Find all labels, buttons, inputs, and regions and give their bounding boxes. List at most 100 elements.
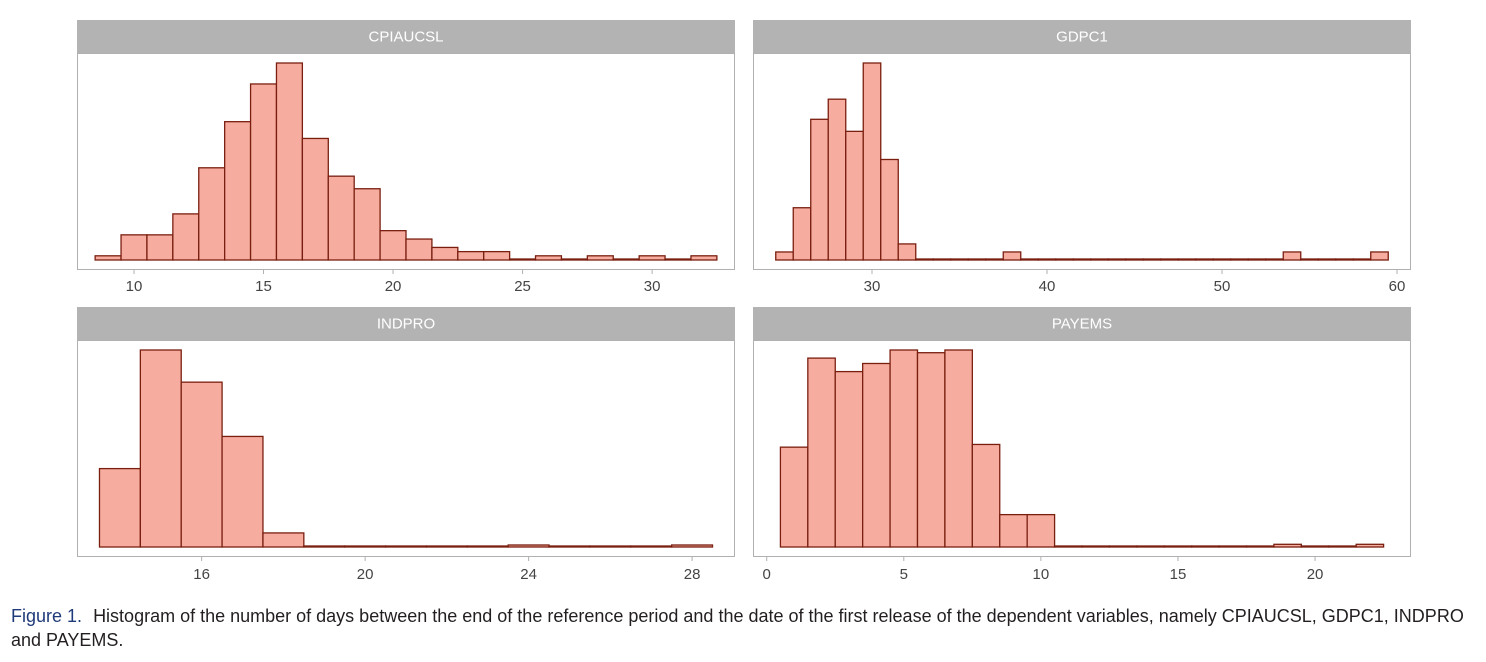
payems-bar	[1026, 513, 1056, 548]
cpiaucsl-bar	[508, 258, 537, 261]
gdpc1-bar	[1300, 258, 1319, 261]
indpro-tick-label: 16	[193, 566, 210, 583]
gdpc1-tick-label: 30	[864, 278, 881, 295]
gdpc1-bar	[1055, 258, 1074, 261]
gdpc1-bar	[1125, 258, 1144, 261]
indpro-bar	[548, 545, 591, 548]
cpiaucsl-bar	[172, 213, 200, 261]
payems-tick-label: 20	[1307, 566, 1324, 583]
cpiaucsl-bar	[146, 234, 174, 261]
payems-tick-label: 0	[763, 566, 771, 583]
cpiaucsl-bar	[664, 258, 692, 261]
cpiaucsl-bar	[94, 255, 122, 261]
gdpc1-bar	[1335, 258, 1354, 261]
figure-caption: Figure 1. Histogram of the number of day…	[11, 604, 1481, 652]
cpiaucsl-bar	[457, 250, 485, 261]
indpro-bar	[180, 381, 223, 548]
indpro-bar	[507, 544, 550, 548]
payems-bar	[944, 349, 973, 548]
gdpc1-bar	[1370, 251, 1389, 261]
cpiaucsl-bar	[301, 137, 329, 261]
payems-bar	[1218, 545, 1248, 548]
gdpc1-strip-title: GDPC1	[1056, 29, 1108, 46]
cpiaucsl-bar	[198, 167, 226, 261]
gdpc1-bar	[897, 243, 917, 261]
figure-caption-label: Figure 1.	[11, 606, 83, 626]
indpro-tick-label: 20	[357, 566, 374, 583]
cpiaucsl-bar	[224, 121, 252, 261]
payems-bar	[807, 357, 836, 548]
panel-cpiaucsl: CPIAUCSL 10 15 20 25 30	[77, 20, 735, 295]
gdpc1-bar	[1107, 258, 1127, 261]
gdpc1-bar	[967, 258, 987, 261]
cpiaucsl-bar	[690, 255, 718, 261]
payems-bar	[971, 443, 1001, 548]
gdpc1-bar	[827, 98, 847, 261]
cpiaucsl-tick-label: 15	[255, 278, 272, 295]
cpiaucsl-bar	[431, 246, 459, 261]
cpiaucsl-bar	[353, 188, 381, 261]
payems-bar	[834, 370, 864, 548]
payems-bar	[916, 352, 946, 548]
gdpc1-bar	[1317, 258, 1337, 261]
gdpc1-bar	[1020, 258, 1039, 261]
indpro-tick-label: 24	[520, 566, 537, 583]
panel-gdpc1: GDPC1 30 40 50 60	[753, 20, 1411, 295]
gdpc1-bar	[1160, 258, 1179, 261]
gdpc1-bar	[1282, 251, 1302, 261]
gdpc1-bar	[1037, 258, 1057, 261]
gdpc1-bar	[845, 130, 864, 261]
gdpc1-bar	[985, 258, 1004, 261]
gdpc1-bar	[792, 207, 812, 261]
gdpc1-bar	[1142, 258, 1162, 261]
cpiaucsl-tick-label: 25	[514, 278, 531, 295]
indpro-bar	[630, 545, 673, 548]
indpro-bar	[425, 545, 468, 548]
gdpc1-bar	[1352, 258, 1372, 261]
gdpc1-bar	[1265, 258, 1284, 261]
payems-bar	[1328, 545, 1357, 548]
panel-indpro: INDPRO 16 20 24 28	[77, 307, 735, 583]
payems-bar	[862, 362, 891, 548]
indpro-bar	[466, 545, 509, 548]
indpro-tick-label: 28	[684, 566, 701, 583]
payems-strip	[753, 307, 1411, 340]
cpiaucsl-bar	[275, 62, 304, 261]
cpiaucsl-bar	[405, 238, 433, 261]
cpiaucsl-bar	[612, 258, 640, 261]
gdpc1-bar	[950, 258, 969, 261]
payems-bar	[889, 349, 919, 548]
gdpc1-strip	[753, 20, 1411, 53]
figure-caption-text: Histogram of the number of days between …	[11, 606, 1464, 650]
gdpc1-bar	[1247, 258, 1267, 261]
payems-tick-label: 10	[1033, 566, 1050, 583]
indpro-bar	[303, 545, 346, 548]
payems-bar	[1136, 545, 1165, 548]
gdpc1-bar	[915, 258, 934, 261]
payems-tick-label: 5	[900, 566, 908, 583]
indpro-bar	[344, 545, 387, 548]
cpiaucsl-bar	[379, 230, 407, 261]
payems-bar	[1300, 545, 1330, 548]
payems-bar	[999, 513, 1028, 548]
indpro-bar	[262, 532, 305, 548]
payems-bar	[1355, 543, 1385, 548]
gdpc1-bar	[1195, 258, 1214, 261]
gdpc1-bar	[1212, 258, 1232, 261]
indpro-bar	[139, 349, 182, 548]
gdpc1-bar	[1002, 251, 1022, 261]
indpro-strip-title: INDPRO	[377, 316, 435, 333]
gdpc1-bar	[932, 258, 952, 261]
cpiaucsl-bar	[534, 255, 563, 261]
payems-bar	[1053, 545, 1083, 548]
cpiaucsl-tick-label: 20	[385, 278, 402, 295]
cpiaucsl-tick-label: 10	[126, 278, 143, 295]
gdpc1-bar	[775, 251, 794, 261]
cpiaucsl-bar	[638, 255, 666, 261]
cpiaucsl-bar	[327, 175, 355, 261]
gdpc1-bar	[1177, 258, 1197, 261]
cpiaucsl-bar	[249, 83, 278, 261]
payems-bar	[779, 446, 809, 548]
cpiaucsl-bar	[586, 255, 614, 261]
